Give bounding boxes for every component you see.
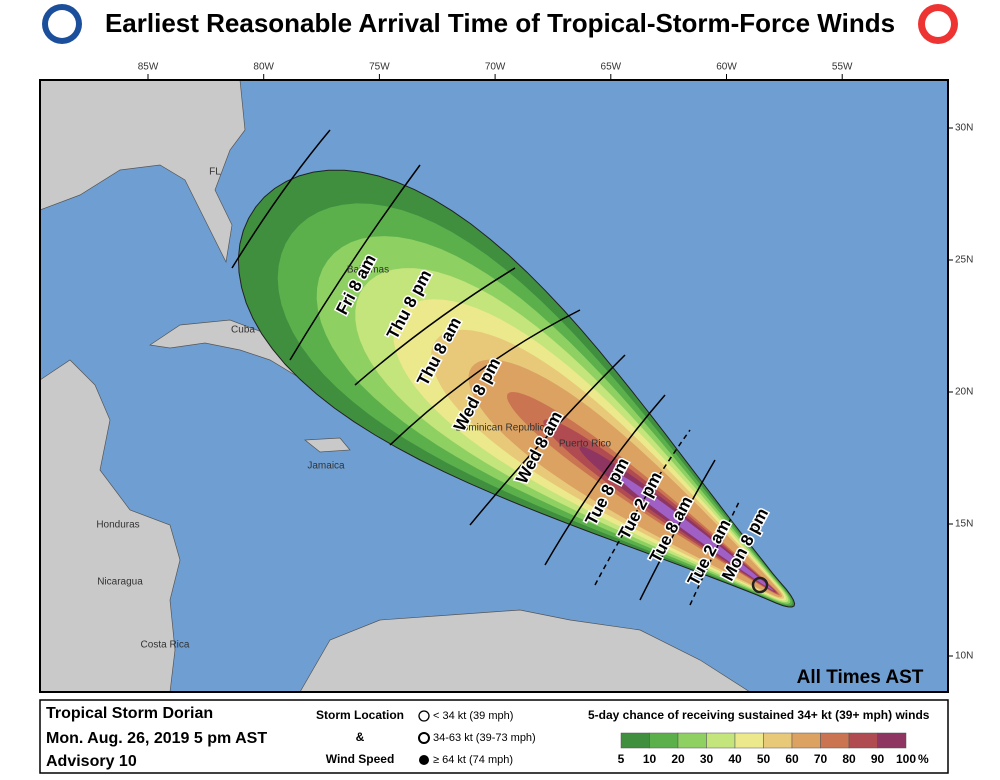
legend-wind-title: Wind Speed [326, 752, 395, 766]
scale-swatch [877, 732, 907, 749]
lat-label: 15N [955, 519, 973, 530]
place-label: Honduras [96, 520, 139, 531]
probability-band [615, 473, 774, 591]
scale-label: 60 [785, 752, 799, 766]
lon-label: 65W [601, 62, 622, 73]
place-labels: FL Bahamas Cuba Jamaica Dominican Republic Pu… [96, 167, 611, 651]
time-note: All Times AST [797, 667, 924, 688]
wind-class: < 34 kt (39 mph) [433, 710, 513, 722]
map: FL Bahamas Cuba Jamaica Dominican Republic Pu… [40, 80, 948, 692]
place-label: Dominican Republic [456, 423, 545, 434]
place-label: Cuba [231, 325, 255, 336]
scale-swatch [734, 732, 764, 749]
scale-swatch [791, 732, 821, 749]
lon-label: 85W [138, 62, 159, 73]
scale-swatch [763, 732, 793, 749]
storm-symbol [751, 576, 769, 594]
lon-label: 60W [716, 62, 737, 73]
advisory-date: Mon. Aug. 26, 2019 5 pm AST [46, 730, 267, 747]
place-label: FL [209, 167, 221, 178]
scale-label: 20 [671, 752, 685, 766]
scale-label: 70 [814, 752, 828, 766]
place-label: Costa Rica [141, 640, 190, 651]
storm-name: Tropical Storm Dorian [46, 705, 213, 722]
place-label: Bahamas [347, 265, 389, 276]
scale-label: 90 [871, 752, 885, 766]
place-label: Nicaragua [97, 577, 143, 588]
scale-swatch [848, 732, 878, 749]
lon-label: 55W [832, 62, 853, 73]
scale-title: 5-day chance of receiving sustained 34+ … [588, 708, 930, 722]
lat-label: 20N [955, 387, 973, 398]
scale-swatch [620, 732, 650, 749]
scale-swatch [706, 732, 736, 749]
lat-label: 25N [955, 255, 973, 266]
scale-swatch [677, 732, 707, 749]
title: Earliest Reasonable Arrival Time of Trop… [105, 8, 895, 38]
lat-label: 30N [955, 123, 973, 134]
scale-unit: % [918, 752, 929, 766]
lon-label: 75W [369, 62, 390, 73]
lon-label: 80W [253, 62, 274, 73]
scale-label: 50 [757, 752, 771, 766]
lon-label: 70W [485, 62, 506, 73]
scale-label: 5 [618, 752, 625, 766]
scale-swatch [820, 732, 850, 749]
wind-class: 34-63 kt (39-73 mph) [433, 732, 536, 744]
time-lines [231, 129, 741, 606]
wind-class: ≥ 64 kt (74 mph) [433, 754, 513, 766]
scale-label: 10 [643, 752, 657, 766]
scale-label: 100 [896, 752, 916, 766]
legend-amp: & [356, 730, 365, 744]
place-label: Puerto Rico [559, 439, 612, 450]
lat-label: 10N [955, 651, 973, 662]
advisory-number: Advisory 10 [46, 753, 137, 770]
scale-label: 40 [728, 752, 742, 766]
scale-swatch [649, 732, 679, 749]
legend-location-title: Storm Location [316, 708, 404, 722]
place-label: Jamaica [307, 461, 345, 472]
scale-label: 30 [700, 752, 714, 766]
scale-label: 80 [842, 752, 856, 766]
